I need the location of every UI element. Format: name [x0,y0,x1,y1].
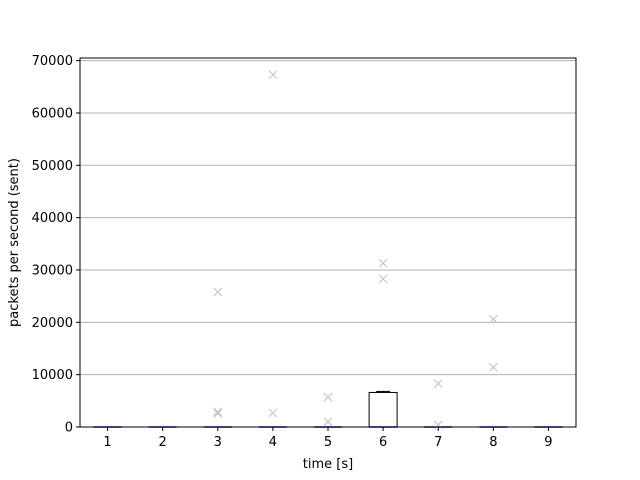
outlier-marker [488,362,498,372]
x-axis: 1 2 3 4 5 6 7 8 9 [103,427,553,450]
outlier-stroke [213,407,223,417]
box-body [368,391,398,428]
outlier-stroke [213,287,223,297]
x-tick-label: 3 [214,435,222,450]
outlier-marker [268,70,278,80]
outlier-marker [323,392,333,402]
outlier-stroke [433,420,443,430]
y-axis-label: packets per second (sent) [7,158,22,327]
x-tick-label: 2 [159,435,167,450]
outlier-markers [213,70,498,430]
outlier-stroke [213,408,223,418]
outlier-stroke [488,314,498,324]
x-tick-label: 6 [379,435,387,450]
outlier-marker [213,407,223,417]
outlier-stroke [488,362,498,372]
y-axis: 0 10000 20000 30000 40000 50000 60000 70000 [32,54,80,436]
outlier-marker [268,408,278,418]
outlier-stroke [268,408,278,418]
x-axis-label: time [s] [303,457,353,472]
outlier-stroke [268,70,278,80]
outlier-stroke [433,379,443,388]
x-tick-label: 5 [324,435,332,450]
outlier-marker [433,379,443,388]
y-tick-label: 50000 [32,159,73,174]
outlier-stroke [323,417,333,427]
outlier-marker [433,420,443,430]
outlier-stroke [378,274,388,284]
y-tick-label: 10000 [32,368,73,383]
x-tick-label: 7 [434,435,442,450]
outlier-marker [213,287,223,297]
y-tick-label: 70000 [32,54,73,69]
x-tick-label: 9 [544,435,552,450]
y-tick-label: 30000 [32,263,73,278]
y-tick-label: 0 [65,421,73,436]
grid-lines [80,60,576,428]
x-tick-label: 8 [489,435,497,450]
outlier-stroke [378,258,388,268]
y-tick-label: 60000 [32,106,73,121]
outlier-marker [323,417,333,427]
outlier-marker [488,314,498,324]
outlier-marker [378,274,388,284]
box-6 [368,390,398,428]
x-tick-label: 1 [103,435,111,450]
x-tick-label: 4 [269,435,277,450]
y-tick-label: 40000 [32,211,73,226]
outlier-marker [378,258,388,268]
y-tick-label: 20000 [32,316,73,331]
outlier-stroke [323,392,333,402]
outlier-marker [213,408,223,418]
